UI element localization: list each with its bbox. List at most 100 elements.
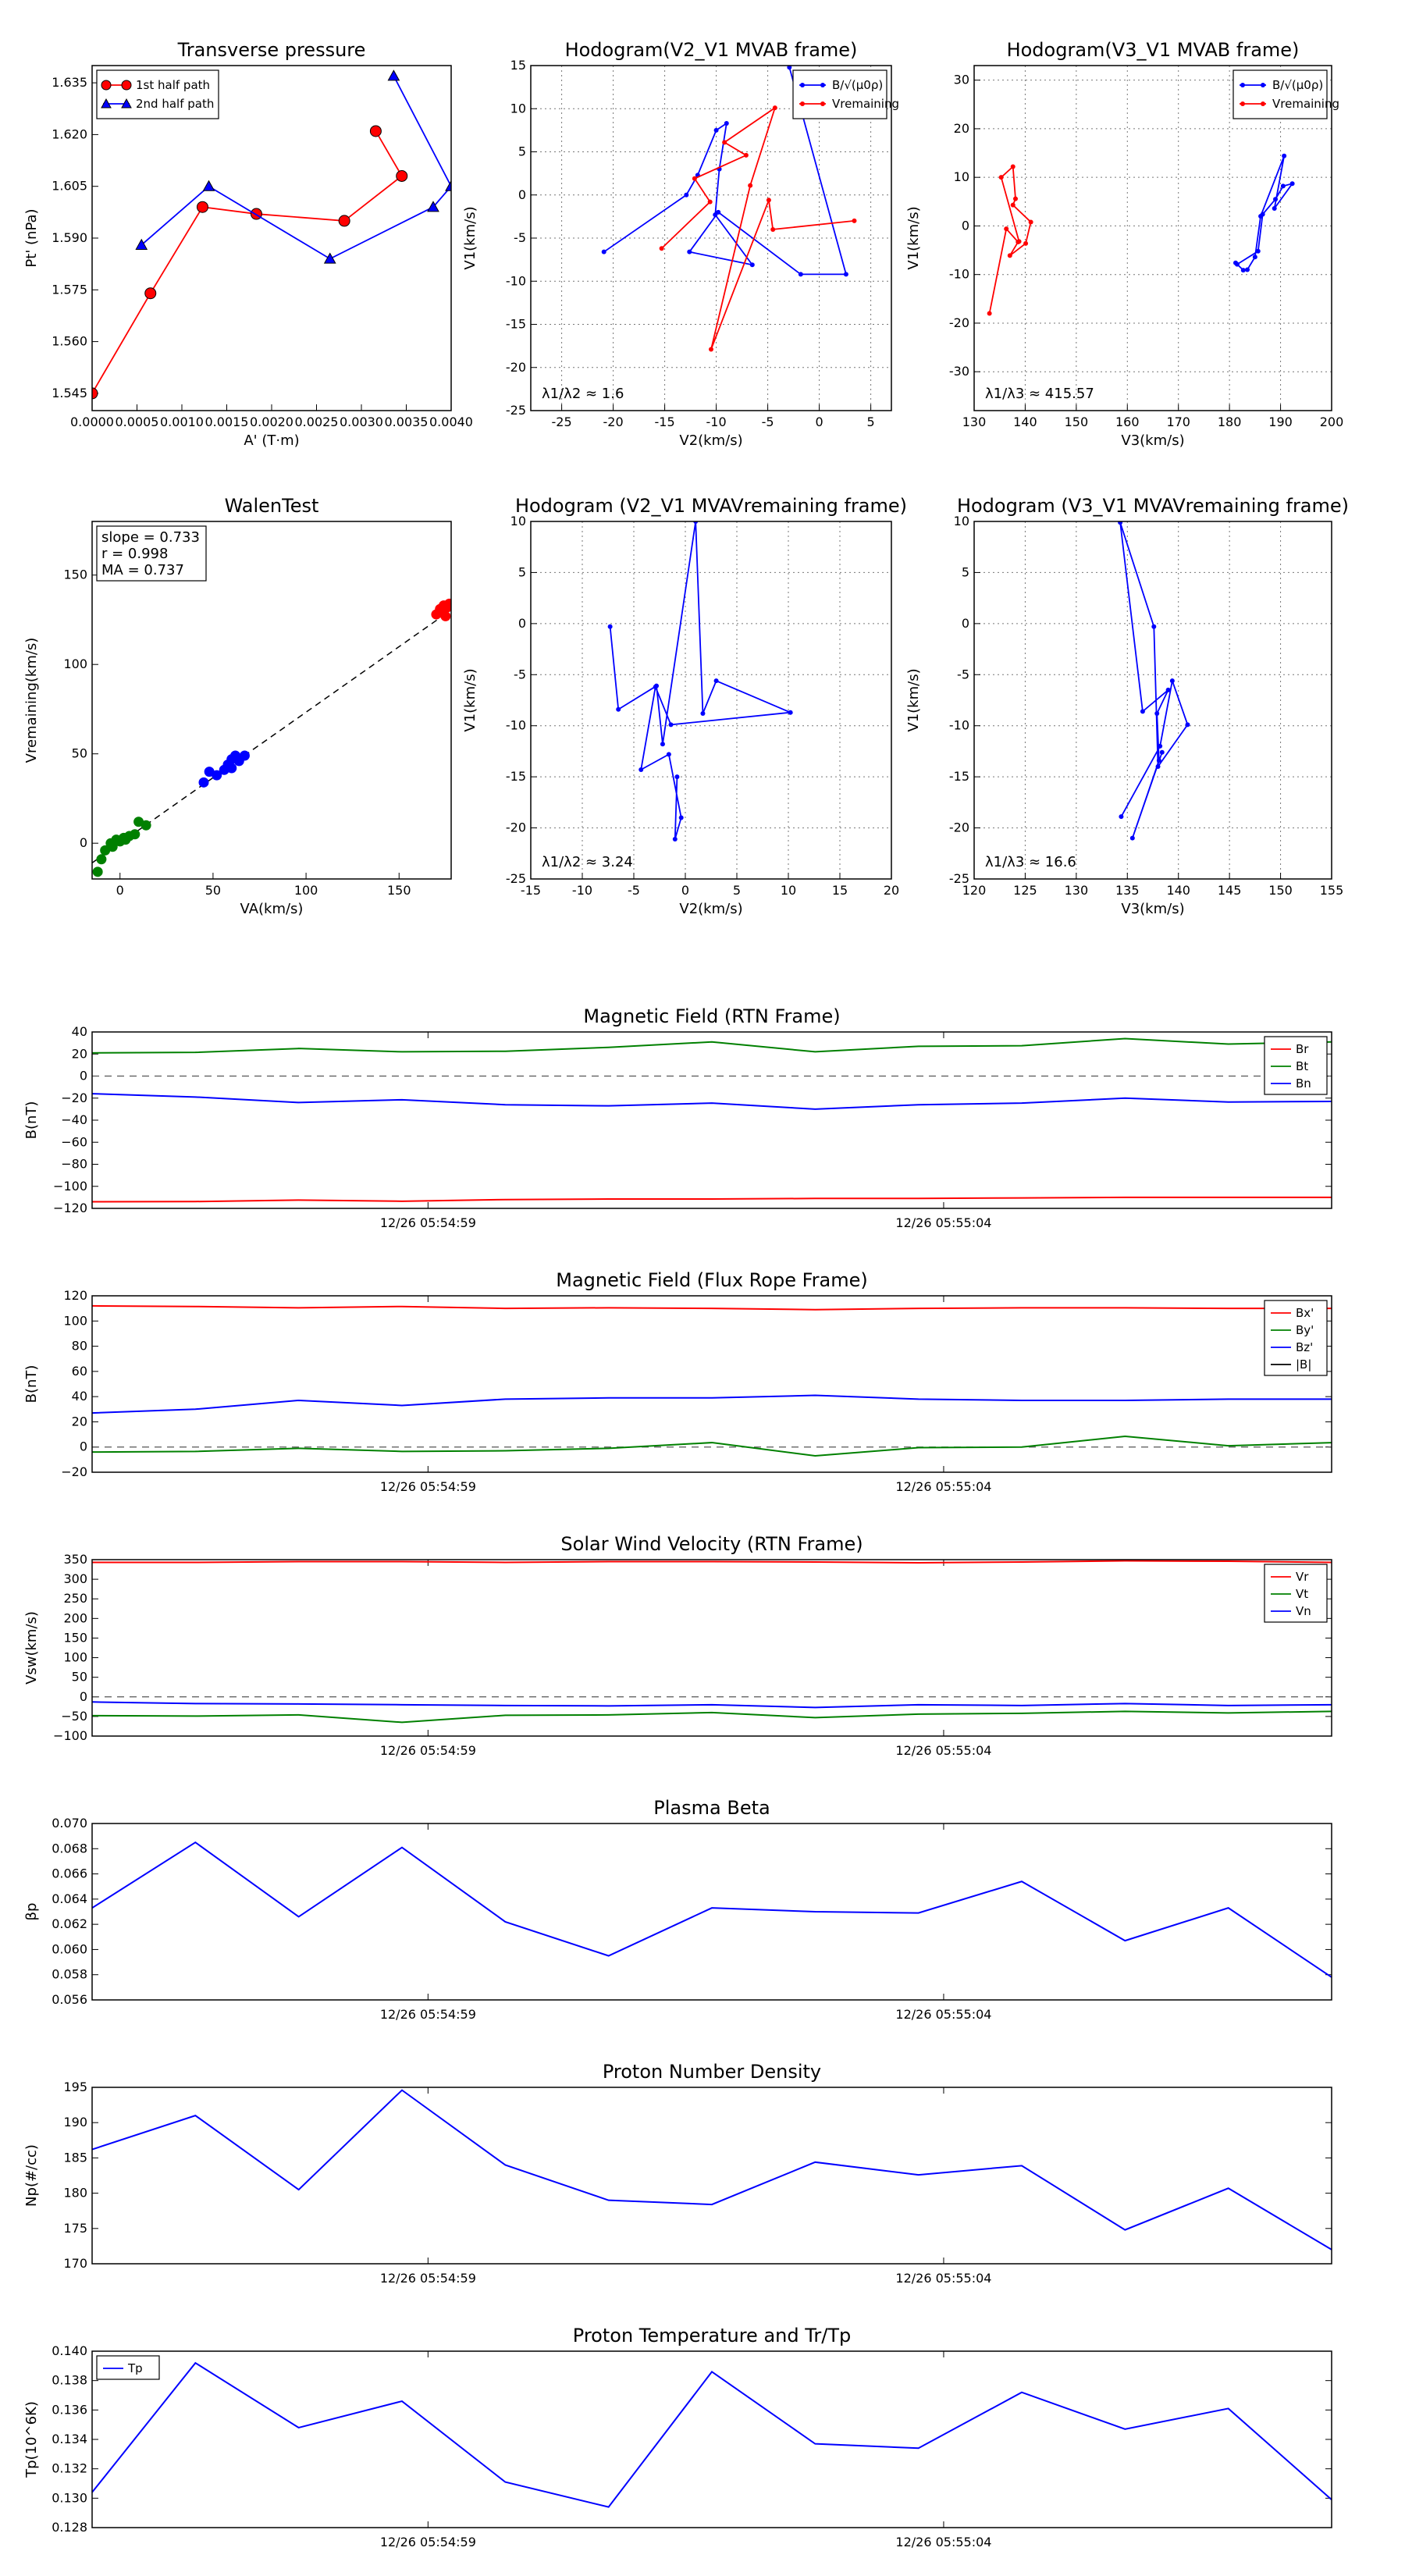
y-tick-label: 300 — [63, 1571, 87, 1586]
data-point — [722, 140, 727, 145]
x-axis-label: V3(km/s) — [1121, 432, 1184, 449]
x-tick-label: 0 — [681, 883, 689, 898]
time-tick-label: 12/26 05:54:59 — [380, 1479, 476, 1494]
data-point — [120, 834, 131, 845]
y-tick-label: 5 — [962, 564, 969, 579]
timeseries-panel-11: 0.140 0.138 0.136 0.134 0.132 0.130 0.128 12/26… — [23, 2325, 1332, 2549]
data-point — [653, 684, 658, 689]
legend-marker — [820, 83, 825, 87]
data-point — [1252, 254, 1257, 260]
x-tick-label: -5 — [762, 415, 774, 429]
y-tick-label: -20 — [506, 820, 526, 835]
timeseries-panel-7: 120 100 80 60 40 20 0 −20 12/26 05:54:59 12/26 05… — [23, 1269, 1332, 1494]
ratio-annotation: λ1/λ2 ≈ 1.6 — [542, 386, 624, 402]
data-point — [1158, 743, 1163, 749]
data-point — [1012, 196, 1018, 201]
legend-marker — [101, 98, 112, 109]
y-tick-label: -30 — [949, 364, 969, 379]
x-tick-label: 120 — [962, 883, 987, 898]
data-point — [638, 767, 644, 772]
y-tick-label: -10 — [506, 718, 526, 733]
y-tick-label: 1.560 — [52, 334, 87, 349]
x-tick-label: 0.0035 — [385, 415, 429, 429]
x-tick-label: 135 — [1115, 883, 1140, 898]
x-tick-label: 150 — [387, 883, 411, 898]
legend-marker — [1261, 83, 1265, 87]
y-axis-label: Pt' (nPa) — [23, 208, 40, 267]
plot-frame — [91, 1031, 1332, 1209]
x-tick-label: 0.0040 — [429, 415, 473, 429]
x-tick-label: 145 — [1218, 883, 1242, 898]
data-point — [1155, 764, 1161, 770]
plot-frame — [91, 1823, 1332, 2001]
series-line-0 — [91, 2089, 1332, 2250]
y-tick-label: 0 — [80, 1069, 87, 1083]
data-point — [1004, 226, 1009, 232]
plot-frame — [91, 1295, 1332, 1473]
data-point — [92, 866, 103, 877]
y-tick-label: 50 — [72, 1670, 87, 1685]
x-tick-label: -15 — [521, 883, 541, 898]
legend-label: By' — [1296, 1323, 1314, 1337]
y-tick-label: 10 — [510, 101, 526, 116]
x-tick-label: 0.0015 — [205, 415, 249, 429]
data-point — [707, 199, 713, 205]
y-tick-label: -10 — [506, 273, 526, 288]
data-point — [1258, 213, 1264, 219]
y-tick-label: 10 — [954, 169, 969, 184]
x-tick-label: 0 — [816, 415, 823, 429]
series-line-1 — [91, 1037, 1332, 1054]
plot-frame — [91, 2350, 1332, 2528]
series-line-0 — [1119, 522, 1189, 838]
data-point — [666, 752, 671, 757]
y-tick-label: 0.130 — [52, 2490, 87, 2505]
data-point — [212, 770, 222, 781]
data-point — [674, 774, 680, 780]
y-tick-label: 1.575 — [52, 282, 87, 297]
chart-title: Solar Wind Velocity (RTN Frame) — [560, 1533, 863, 1555]
plot-frame — [973, 65, 1332, 411]
y-tick-label: 0.066 — [52, 1866, 87, 1881]
data-layer — [92, 598, 451, 877]
x-tick-label: 10 — [781, 883, 796, 898]
chart-title: Hodogram(V2_V1 MVAB frame) — [565, 39, 858, 61]
data-point — [1273, 197, 1279, 202]
time-tick-label: 12/26 05:54:59 — [380, 2007, 476, 2022]
y-tick-label: 0.138 — [52, 2373, 87, 2388]
series-line-1 — [91, 1435, 1332, 1457]
data-point — [601, 249, 606, 254]
y-tick-label: 0 — [518, 616, 526, 631]
chart-title: Plasma Beta — [653, 1797, 770, 1819]
time-tick-label: 12/26 05:54:59 — [380, 1215, 476, 1230]
y-tick-label: 100 — [63, 656, 87, 671]
data-point — [713, 127, 719, 133]
data-point — [387, 69, 400, 81]
data-point — [843, 272, 848, 277]
y-tick-label: 0.056 — [52, 1992, 87, 2007]
y-axis-label: Np(#/cc) — [23, 2144, 40, 2207]
data-point — [1165, 687, 1171, 692]
data-point — [1154, 711, 1160, 717]
chart-title: Hodogram (V2_V1 MVAVremaining frame) — [515, 495, 907, 517]
x-tick-label: 0 — [116, 883, 124, 898]
stats-box — [96, 525, 207, 582]
chart-title: Hodogram(V3_V1 MVAB frame) — [1007, 39, 1300, 61]
x-tick-label: 15 — [832, 883, 848, 898]
series-line-1 — [988, 165, 1032, 314]
y-tick-label: 1.605 — [52, 179, 87, 194]
y-tick-label: -25 — [506, 871, 526, 886]
data-point — [1151, 624, 1157, 629]
ratio-annotation: λ1/λ3 ≈ 415.57 — [985, 386, 1094, 402]
legend-box — [1264, 1036, 1328, 1095]
x-tick-label: 5 — [867, 415, 875, 429]
y-tick-label: 10 — [954, 514, 969, 528]
series-line-1 — [91, 1710, 1332, 1724]
y-tick-label: 0.060 — [52, 1941, 87, 1956]
y-tick-label: 1.590 — [52, 230, 87, 245]
data-point — [1028, 219, 1033, 225]
y-tick-label: -5 — [514, 230, 526, 245]
data-point — [659, 246, 664, 251]
x-tick-label: 190 — [1268, 415, 1293, 429]
